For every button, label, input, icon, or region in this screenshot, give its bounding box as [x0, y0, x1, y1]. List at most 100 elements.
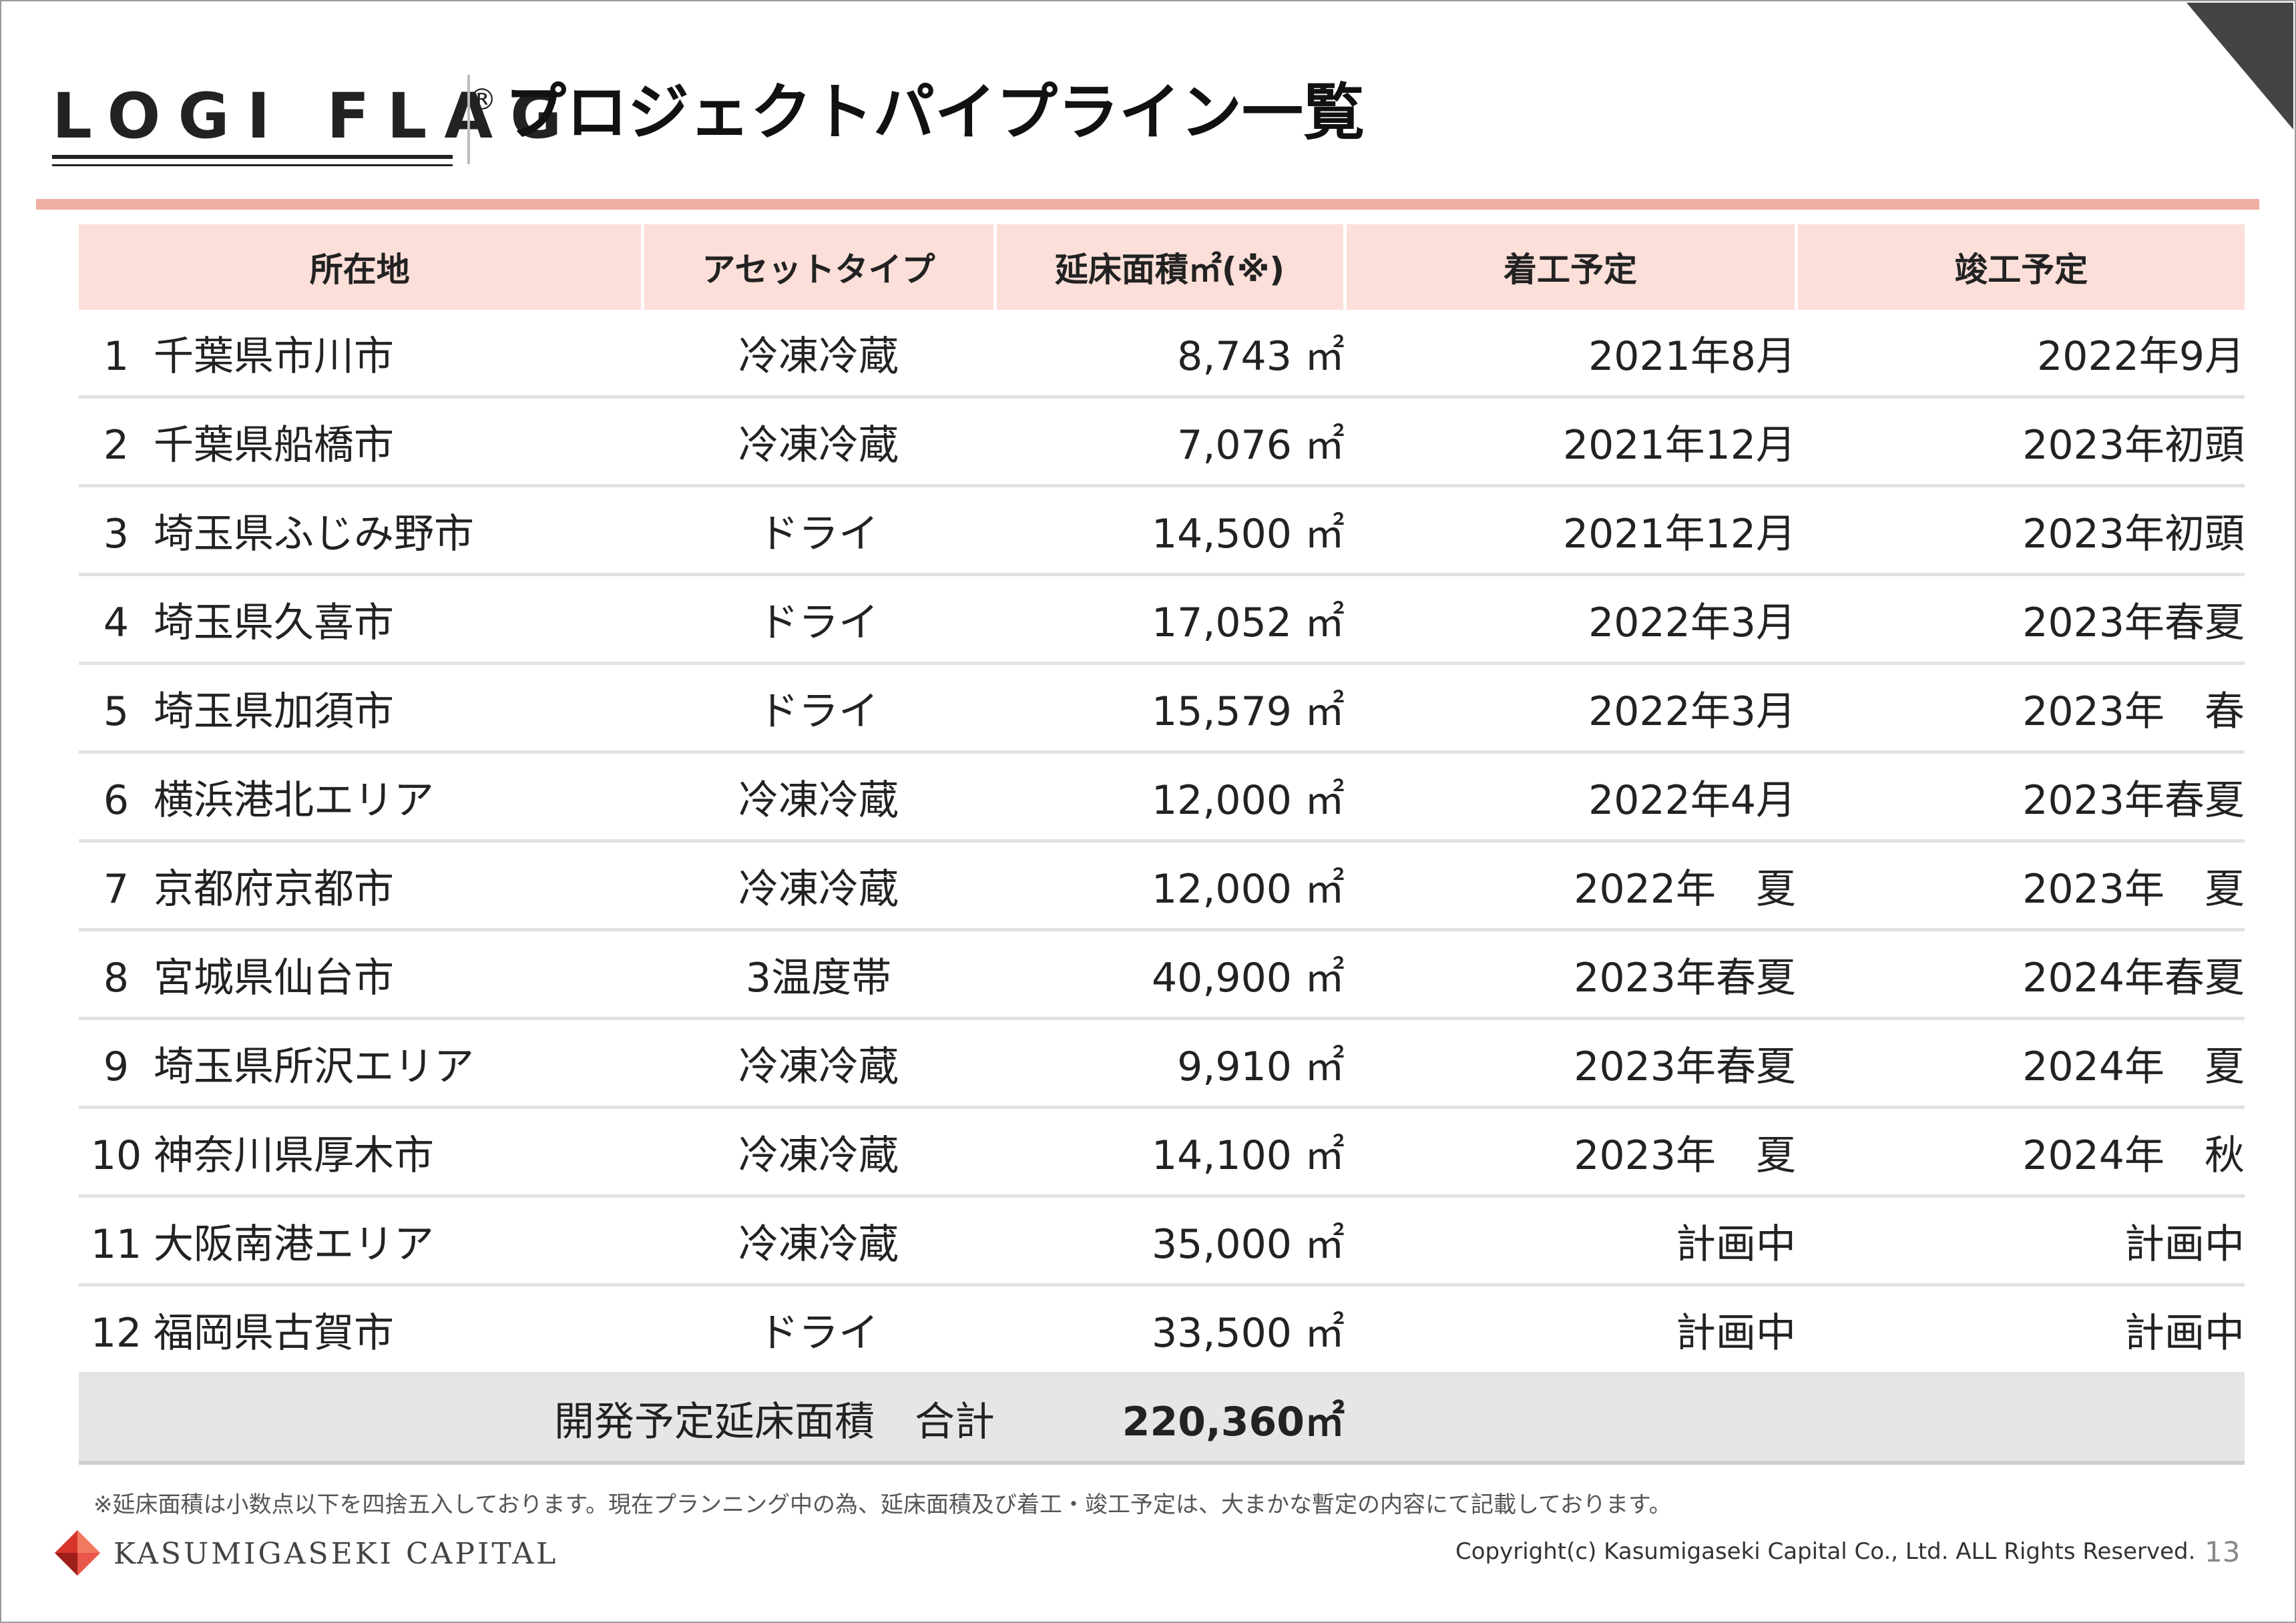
area-value: 35,000 — [1151, 1220, 1292, 1268]
row-number: 10 — [90, 1132, 142, 1179]
cell-completion: 2023年春夏 — [1796, 574, 2245, 665]
location-name: 埼玉県加須市 — [154, 688, 394, 735]
table-row: 4 埼玉県久喜市 ドライ 17,052 ㎡ 2022年3月 2023年春夏 — [79, 574, 2245, 665]
cell-construction-start: 2021年12月 — [1345, 485, 1796, 576]
brand-name: KASUMIGASEKI CAPITAL — [113, 1537, 559, 1571]
area-value: 7,076 — [1177, 421, 1292, 469]
location-name: 京都府京都市 — [154, 865, 394, 913]
cell-floor-area: 7,076 ㎡ — [995, 397, 1345, 487]
cell-construction-start: 2022年 夏 — [1345, 841, 1796, 931]
table-row: 1 千葉県市川市 冷凍冷蔵 8,743 ㎡ 2021年8月 2022年9月 — [79, 310, 2245, 399]
cell-construction-start: 2022年3月 — [1345, 663, 1796, 754]
table-row: 8 宮城県仙台市 3温度帯 40,900 ㎡ 2023年春夏 2024年春夏 — [79, 929, 2245, 1020]
cell-construction-start: 2023年 夏 — [1345, 1107, 1796, 1198]
total-empty-cell — [1796, 1373, 2245, 1465]
cell-floor-area: 12,000 ㎡ — [995, 752, 1345, 843]
cell-construction-start: 2022年3月 — [1345, 574, 1796, 665]
row-number: 11 — [90, 1220, 142, 1268]
kasumigaseki-logo-icon — [55, 1530, 100, 1576]
area-unit: ㎡ — [1305, 332, 1345, 380]
area-unit: ㎡ — [1305, 421, 1345, 469]
header-divider — [467, 75, 470, 164]
cell-floor-area: 14,100 ㎡ — [995, 1107, 1345, 1198]
row-number: 3 — [103, 510, 130, 557]
cell-construction-start: 2023年春夏 — [1345, 1018, 1796, 1109]
location-name: 埼玉県ふじみ野市 — [154, 510, 474, 557]
cell-floor-area: 17,052 ㎡ — [995, 574, 1345, 665]
corner-decoration — [2187, 3, 2293, 130]
area-value: 17,052 — [1151, 599, 1292, 646]
area-value: 12,000 — [1151, 865, 1292, 913]
table-header-row: 所在地 アセットタイプ 延床面積㎡(※) 着工予定 竣工予定 — [79, 224, 2245, 310]
cell-location: 4 埼玉県久喜市 — [79, 574, 642, 665]
area-value: 33,500 — [1151, 1309, 1292, 1357]
cell-floor-area: 33,500 ㎡ — [995, 1285, 1345, 1375]
area-unit: ㎡ — [1305, 1132, 1345, 1179]
area-unit: ㎡ — [1305, 599, 1345, 646]
footnote: ※延床面積は小数点以下を四捨五入しております。現在プランニング中の為、延床面積及… — [93, 1491, 1672, 1518]
cell-floor-area: 14,500 ㎡ — [995, 485, 1345, 576]
cell-floor-area: 12,000 ㎡ — [995, 841, 1345, 931]
row-number: 1 — [103, 332, 130, 380]
column-header-location: 所在地 — [79, 224, 644, 310]
area-unit: ㎡ — [1305, 510, 1345, 557]
location-name: 埼玉県所沢エリア — [154, 1043, 474, 1090]
logo-underline-thin — [52, 164, 453, 166]
cell-asset-type: 冷凍冷蔵 — [642, 397, 995, 487]
area-unit: ㎡ — [1305, 865, 1345, 913]
cell-completion: 2022年9月 — [1796, 310, 2245, 399]
cell-completion: 2023年初頭 — [1796, 397, 2245, 487]
table-row: 2 千葉県船橋市 冷凍冷蔵 7,076 ㎡ 2021年12月 2023年初頭 — [79, 397, 2245, 487]
table-row: 3 埼玉県ふじみ野市 ドライ 14,500 ㎡ 2021年12月 2023年初頭 — [79, 485, 2245, 576]
cell-location: 3 埼玉県ふじみ野市 — [79, 485, 642, 576]
cell-location: 1 千葉県市川市 — [79, 310, 642, 399]
row-number: 7 — [103, 865, 130, 913]
table-row: 10 神奈川県厚木市 冷凍冷蔵 14,100 ㎡ 2023年 夏 2024年 秋 — [79, 1107, 2245, 1198]
cell-completion: 2023年 夏 — [1796, 841, 2245, 931]
cell-location: 9 埼玉県所沢エリア — [79, 1018, 642, 1109]
row-number: 9 — [103, 1043, 130, 1090]
cell-construction-start: 計画中 — [1345, 1285, 1796, 1375]
location-name: 千葉県市川市 — [154, 332, 394, 380]
page-title: プロジェクトパイプライン一覧 — [505, 77, 1365, 148]
table-row: 7 京都府京都市 冷凍冷蔵 12,000 ㎡ 2022年 夏 2023年 夏 — [79, 841, 2245, 931]
cell-asset-type: 冷凍冷蔵 — [642, 310, 995, 399]
cell-location: 12 福岡県古賀市 — [79, 1285, 642, 1375]
total-value: 220,360㎡ — [995, 1373, 1345, 1465]
cell-asset-type: 冷凍冷蔵 — [642, 1018, 995, 1109]
table-row: 9 埼玉県所沢エリア 冷凍冷蔵 9,910 ㎡ 2023年春夏 2024年 夏 — [79, 1018, 2245, 1109]
location-name: 埼玉県久喜市 — [154, 599, 394, 646]
table-row: 5 埼玉県加須市 ドライ 15,579 ㎡ 2022年3月 2023年 春 — [79, 663, 2245, 754]
page-number: 13 — [2205, 1536, 2241, 1568]
area-value: 40,900 — [1151, 954, 1292, 1001]
location-name: 福岡県古賀市 — [154, 1309, 394, 1357]
area-value: 12,000 — [1151, 776, 1292, 824]
accent-rule — [36, 199, 2259, 210]
cell-construction-start: 2022年4月 — [1345, 752, 1796, 843]
cell-floor-area: 40,900 ㎡ — [995, 929, 1345, 1020]
cell-completion: 2023年初頭 — [1796, 485, 2245, 576]
area-value: 14,100 — [1151, 1132, 1292, 1179]
area-unit: ㎡ — [1305, 1043, 1345, 1090]
cell-location: 5 埼玉県加須市 — [79, 663, 642, 754]
pipeline-table: 所在地 アセットタイプ 延床面積㎡(※) 着工予定 竣工予定 1 千葉県市川市 冷凍… — [79, 224, 2245, 1465]
row-number: 8 — [103, 954, 130, 1001]
row-number: 12 — [90, 1309, 142, 1357]
cell-construction-start: 2023年春夏 — [1345, 929, 1796, 1020]
cell-location: 11 大阪南港エリア — [79, 1196, 642, 1287]
area-value: 9,910 — [1177, 1043, 1292, 1090]
cell-location: 2 千葉県船橋市 — [79, 397, 642, 487]
table-row: 6 横浜港北エリア 冷凍冷蔵 12,000 ㎡ 2022年4月 2023年春夏 — [79, 752, 2245, 843]
column-header-floor-area: 延床面積㎡(※) — [995, 224, 1347, 310]
location-name: 神奈川県厚木市 — [154, 1132, 434, 1179]
cell-completion: 2023年 春 — [1796, 663, 2245, 754]
total-empty-cell — [1345, 1373, 1796, 1465]
location-name: 大阪南港エリア — [154, 1220, 434, 1268]
area-value: 8,743 — [1177, 332, 1292, 380]
cell-completion: 計画中 — [1796, 1285, 2245, 1375]
cell-asset-type: ドライ — [642, 485, 995, 576]
logo-underline — [52, 155, 453, 159]
area-unit: ㎡ — [1305, 954, 1345, 1001]
